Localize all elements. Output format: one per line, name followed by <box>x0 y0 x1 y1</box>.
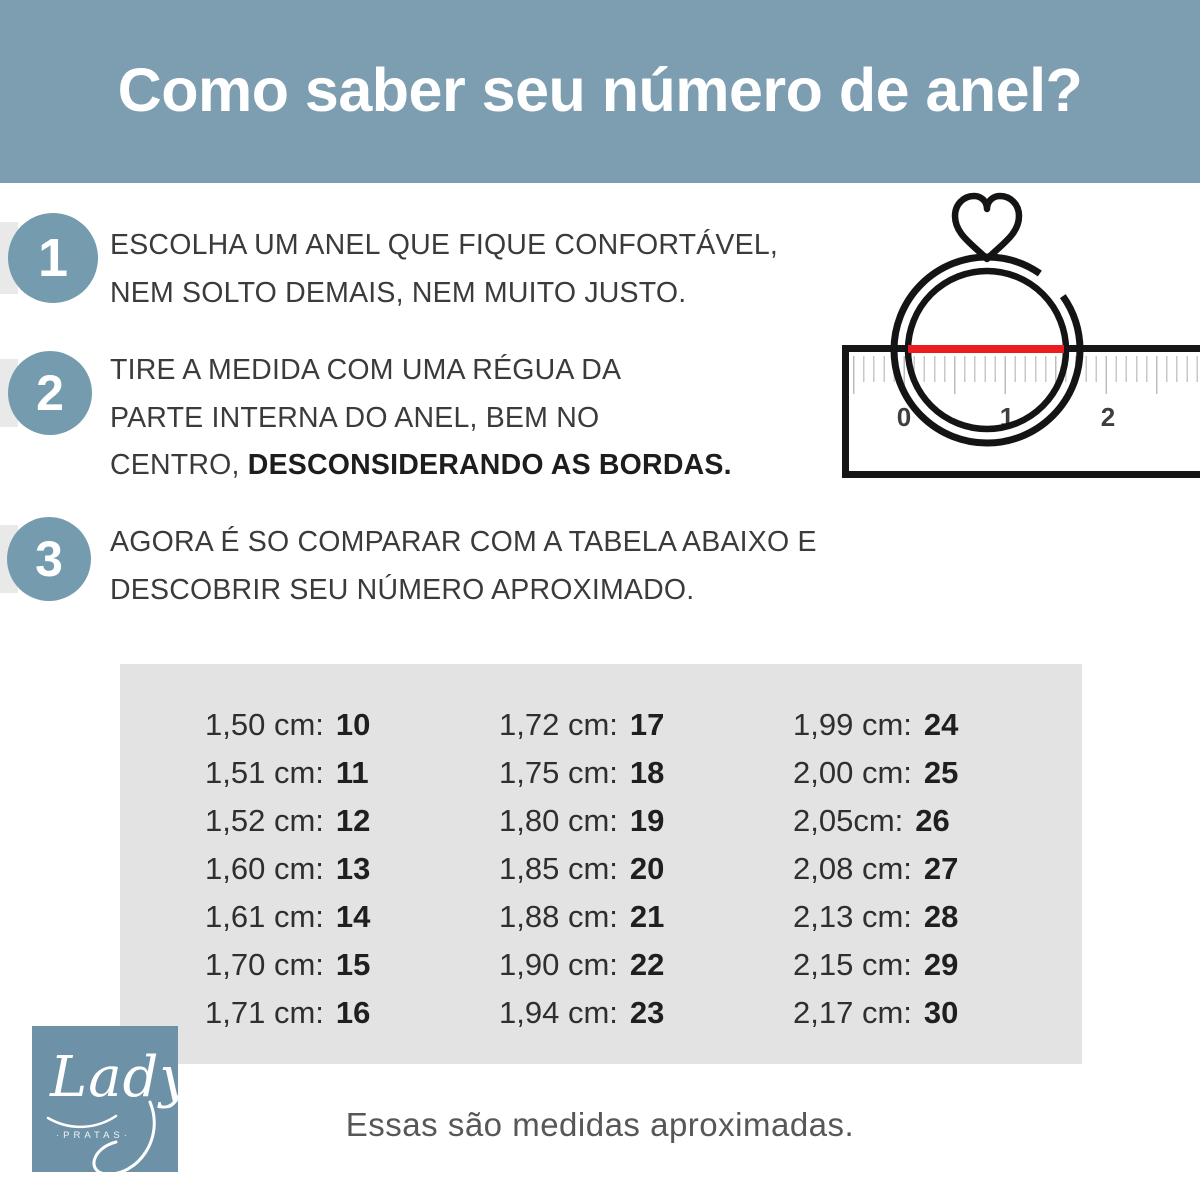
size-entry: 1,90 cm: 22 <box>499 947 665 982</box>
brand-logo: Lady ·PRATAS· <box>32 1026 191 1172</box>
size-entry: 1,88 cm: 21 <box>499 899 665 934</box>
brand-logo-wordmark: Lady <box>50 1045 193 1110</box>
step-2-line-3-prefix: CENTRO, <box>110 449 248 481</box>
step-2-line-1: TIRE A MEDIDA COM UMA RÉGUA DA <box>110 354 622 386</box>
brand-logo-subtext: ·PRATAS· <box>56 1130 131 1141</box>
step-number-2: 2 <box>36 365 64 421</box>
size-entry: 1,75 cm: 18 <box>499 755 665 790</box>
ruler-label-2: 2 <box>1100 402 1116 432</box>
size-entry: 2,17 cm: 30 <box>793 995 959 1030</box>
size-entry: 2,13 cm: 28 <box>793 899 959 934</box>
logo-swash <box>46 1100 156 1172</box>
step-2-line-3: CENTRO, DESCONSIDERANDO AS BORDAS. <box>110 442 732 490</box>
size-entry: 1,60 cm: 13 <box>205 851 371 886</box>
ring-size-table: 1,50 cm: 10 1,51 cm: 11 1,52 cm: 12 1,60 cm… <box>120 664 1082 1064</box>
footer-note: Essas são medidas aproximadas. <box>345 1106 855 1143</box>
size-entry: 1,61 cm: 14 <box>205 899 371 934</box>
step-text-3: AGORA É SO COMPARAR COM A TABELA ABAIXO … <box>110 519 817 614</box>
step-badge-1: 1 <box>8 213 98 303</box>
step-text-1: ESCOLHA UM ANEL QUE FIQUE CONFORTÁVEL, N… <box>110 222 778 317</box>
size-entry: 1,72 cm: 17 <box>499 707 665 742</box>
size-entry: 1,80 cm: 19 <box>499 803 665 838</box>
step-number-3: 3 <box>35 531 63 587</box>
size-entry: 1,94 cm: 23 <box>499 995 665 1030</box>
size-table-column-2: 1,72 cm: 17 1,75 cm: 18 1,80 cm: 19 1,85 cm… <box>499 701 664 1037</box>
size-entry: 2,05cm: 26 <box>793 803 950 838</box>
step-2-line-2: PARTE INTERNA DO ANEL, BEM NO <box>110 401 600 434</box>
size-entry: 2,00 cm: 25 <box>793 755 959 790</box>
step-1-line-2: NEM SOLTO DEMAIS, NEM MUITO JUSTO. <box>110 276 687 309</box>
page-title: Como saber seu número de anel? <box>117 55 1083 124</box>
size-entry: 2,08 cm: 27 <box>793 851 959 886</box>
ruler-label-0: 0 <box>896 402 912 432</box>
size-table-column-1: 1,50 cm: 10 1,51 cm: 11 1,52 cm: 12 1,60 cm… <box>205 701 370 1037</box>
step-number-1: 1 <box>37 228 69 288</box>
size-entry: 1,99 cm: 24 <box>793 707 959 742</box>
size-entry: 1,52 cm: 12 <box>205 803 371 838</box>
size-entry: 1,70 cm: 15 <box>205 947 371 982</box>
size-entry: 1,51 cm: 11 <box>205 755 369 790</box>
step-2-line-3-bold: DESCONSIDERANDO AS BORDAS. <box>247 449 732 481</box>
size-entry: 1,71 cm: 16 <box>205 995 371 1030</box>
size-entry: 2,15 cm: 29 <box>793 947 959 982</box>
ring-ruler-illustration <box>890 192 1084 447</box>
heart-icon <box>951 192 1023 263</box>
size-table-column-3: 1,99 cm: 24 2,00 cm: 25 2,05cm: 26 2,08 cm:… <box>793 701 958 1037</box>
header-banner: Como saber seu número de anel? <box>0 0 1200 183</box>
step-1-line-1: ESCOLHA UM ANEL QUE FIQUE CONFORTÁVEL, <box>110 229 778 261</box>
step-text-2: TIRE A MEDIDA COM UMA RÉGUA DA PARTE INT… <box>110 347 732 490</box>
step-3-line-1: AGORA É SO COMPARAR COM A TABELA ABAIXO … <box>110 526 817 558</box>
size-entry: 1,50 cm: 10 <box>205 707 371 742</box>
step-badge-2: 2 <box>8 351 92 435</box>
size-entry: 1,85 cm: 20 <box>499 851 665 886</box>
step-badge-3: 3 <box>7 517 91 601</box>
step-3-line-2: DESCOBRIR SEU NÚMERO APROXIMADO. <box>110 573 695 606</box>
